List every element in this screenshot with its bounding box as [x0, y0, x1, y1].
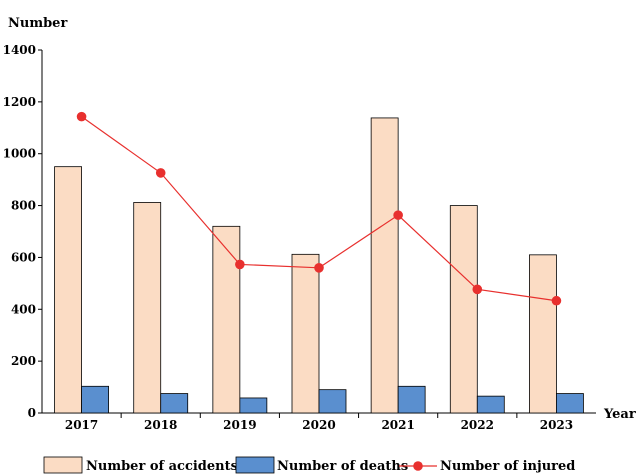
- y-tick-label: 0: [28, 406, 36, 420]
- legend-swatch-accidents: [43, 456, 83, 474]
- marker-injured: [472, 284, 483, 295]
- marker-injured: [76, 111, 87, 122]
- x-tick-label: 2020: [302, 418, 335, 432]
- bar-deaths: [239, 397, 268, 414]
- x-axis-title: Year: [603, 407, 636, 422]
- bar-deaths: [556, 393, 584, 414]
- y-tick-label: 800: [11, 199, 36, 213]
- bar-accidents: [291, 253, 320, 414]
- y-tick-label: 1000: [3, 147, 36, 161]
- bar-accidents: [529, 254, 557, 414]
- marker-injured: [155, 168, 166, 178]
- bar-accidents: [449, 205, 478, 414]
- legend: Number of accidents Number of deaths Numbe…: [43, 456, 575, 474]
- x-tick-label: 2018: [144, 418, 177, 432]
- plot-area: 0 200 400 600 800 1000 1200 1400 2017 2018 2019 202…: [3, 43, 596, 432]
- bar-deaths: [476, 395, 505, 414]
- y-tick-label: 600: [11, 250, 36, 264]
- marker-injured: [393, 210, 403, 220]
- bar-deaths: [160, 393, 189, 414]
- legend-swatch-deaths: [235, 456, 275, 474]
- bar-accidents: [370, 117, 399, 414]
- y-tick-label: 400: [11, 302, 36, 316]
- y-tick-label: 1400: [3, 43, 36, 57]
- bar-deaths: [318, 389, 347, 414]
- y-tick-label: 1200: [3, 95, 36, 109]
- marker-injured: [551, 295, 562, 306]
- legend-marker-injured: [413, 461, 423, 471]
- legend-label-accidents: Number of accidents: [86, 459, 238, 474]
- y-axis-title: Number: [8, 16, 67, 31]
- x-tick-label: 2022: [461, 418, 494, 432]
- x-tick-label: 2021: [381, 418, 414, 432]
- marker-injured: [314, 263, 324, 273]
- legend-label-deaths: Number of deaths: [277, 459, 408, 474]
- x-tick-label: 2019: [223, 418, 256, 432]
- marker-injured: [235, 259, 245, 270]
- y-tick-label: 200: [11, 354, 36, 368]
- bar-accidents: [212, 225, 241, 414]
- bar-deaths: [81, 385, 109, 414]
- legend-label-injured: Number of injured: [440, 459, 575, 474]
- bar-accidents: [133, 202, 162, 414]
- x-tick-label: 2023: [540, 418, 573, 432]
- bar-deaths: [397, 385, 426, 414]
- bar-accidents: [54, 166, 82, 414]
- x-tick-label: 2017: [65, 418, 98, 432]
